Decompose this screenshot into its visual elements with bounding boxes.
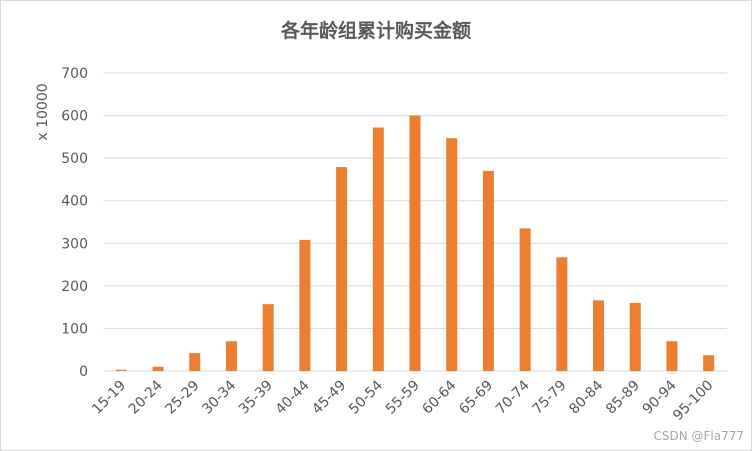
chart-title: 各年龄组累计购买金额 xyxy=(280,20,471,42)
x-tick-label: 95-100 xyxy=(670,378,716,424)
y-tick-label: 200 xyxy=(61,279,88,295)
x-tick-label: 50-54 xyxy=(346,377,386,417)
bar xyxy=(152,366,164,371)
bar xyxy=(262,304,274,371)
bar xyxy=(336,167,348,371)
x-tick-label: 35-39 xyxy=(236,378,276,418)
x-tick-label: 60-64 xyxy=(419,377,459,417)
x-tick-label: 75-79 xyxy=(530,378,570,418)
x-tick-label: 30-34 xyxy=(199,377,239,417)
x-tick-label: 70-74 xyxy=(493,377,533,417)
x-tick-label: 15-19 xyxy=(89,378,129,418)
bar xyxy=(446,138,458,371)
bar xyxy=(115,369,127,371)
y-tick-label: 0 xyxy=(79,364,88,380)
bar xyxy=(225,341,237,371)
bar xyxy=(372,127,384,372)
x-tick-label: 40-44 xyxy=(273,377,313,417)
bar xyxy=(409,115,421,371)
x-tick-label: 80-84 xyxy=(566,377,606,417)
x-tick-label: 25-29 xyxy=(163,378,203,418)
watermark: CSDN @Fla777 xyxy=(653,429,744,443)
y-tick-label: 300 xyxy=(61,236,88,252)
bar xyxy=(666,341,678,371)
bar xyxy=(703,355,715,371)
x-tick-label: 65-69 xyxy=(456,378,496,418)
bar xyxy=(519,228,531,371)
bar xyxy=(629,302,641,371)
bar xyxy=(593,300,605,371)
y-tick-label: 400 xyxy=(61,194,88,210)
x-tick-label: 55-59 xyxy=(383,378,423,418)
x-tick-label: 85-89 xyxy=(603,378,643,418)
bar xyxy=(189,353,201,371)
y-tick-label: 100 xyxy=(61,321,88,337)
bar xyxy=(556,257,568,371)
bar xyxy=(482,170,494,371)
x-tick-label: 20-24 xyxy=(126,377,166,417)
y-tick-label: 500 xyxy=(61,151,88,167)
y-tick-label: 600 xyxy=(61,109,88,125)
bar xyxy=(299,239,311,371)
x-tick-label: 45-49 xyxy=(309,378,349,418)
y-tick-label: 700 xyxy=(61,66,88,82)
